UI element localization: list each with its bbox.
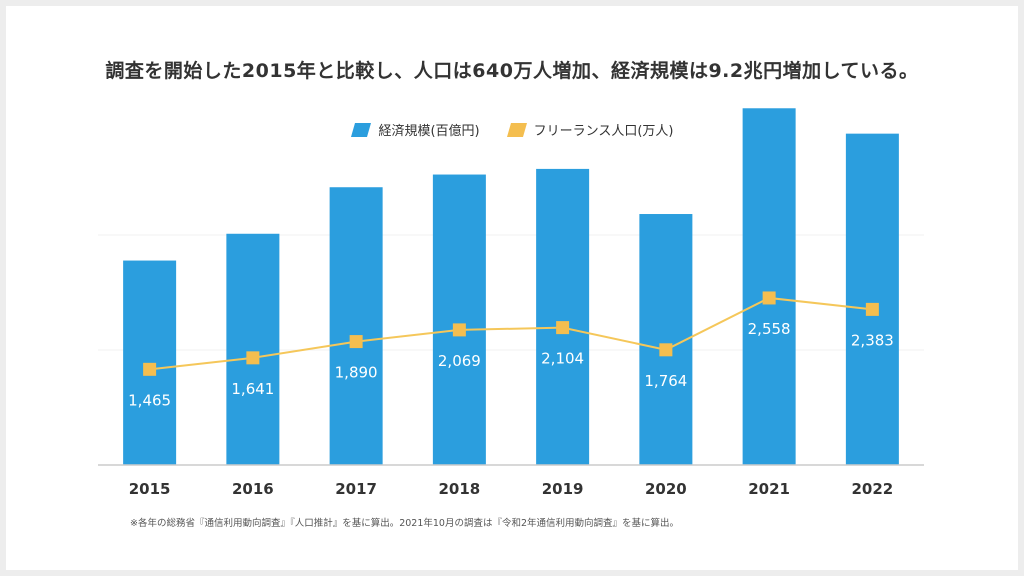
legend: 経済規模(百億円) フリーランス人口(万人) bbox=[0, 120, 1024, 139]
bar[interactable] bbox=[845, 133, 899, 465]
bar[interactable] bbox=[536, 168, 590, 465]
legend-item-bar[interactable]: 経済規模(百億円) bbox=[350, 120, 480, 139]
x-tick-label: 2020 bbox=[645, 480, 687, 498]
line-marker[interactable] bbox=[762, 291, 776, 305]
x-tick-label: 2022 bbox=[852, 480, 894, 498]
data-label: 2,104 bbox=[541, 350, 584, 368]
data-label: 1,465 bbox=[128, 391, 171, 409]
bar[interactable] bbox=[123, 260, 177, 465]
bar[interactable] bbox=[432, 174, 486, 466]
line-marker[interactable] bbox=[452, 323, 466, 337]
data-label: 2,069 bbox=[438, 352, 481, 370]
x-tick-label: 2019 bbox=[542, 480, 584, 498]
line-marker[interactable] bbox=[556, 321, 570, 335]
x-tick-label: 2021 bbox=[748, 480, 790, 498]
line-marker[interactable] bbox=[349, 335, 363, 349]
legend-swatch-line-icon bbox=[506, 122, 527, 137]
x-tick-label: 2015 bbox=[129, 480, 171, 498]
data-label: 2,558 bbox=[748, 320, 791, 338]
source-note: ※各年の総務省『通信利用動向調査』『人口推計』を基に算出。2021年10月の調査… bbox=[130, 518, 680, 529]
bar[interactable] bbox=[742, 108, 796, 466]
legend-swatch-bar-icon bbox=[351, 122, 372, 137]
x-tick-label: 2016 bbox=[232, 480, 274, 498]
line-marker[interactable] bbox=[659, 343, 673, 357]
legend-label-line: フリーランス人口(万人) bbox=[533, 124, 674, 139]
bar[interactable] bbox=[639, 214, 693, 465]
line-marker[interactable] bbox=[246, 351, 260, 365]
x-tick-label: 2018 bbox=[439, 480, 481, 498]
chart-title: 調査を開始した2015年と比較し、人口は640万人増加、経済規模は9.2兆円増加… bbox=[105, 60, 919, 82]
bar[interactable] bbox=[329, 187, 383, 466]
data-label: 1,641 bbox=[231, 380, 274, 398]
data-label: 1,764 bbox=[644, 372, 687, 390]
bar[interactable] bbox=[226, 233, 280, 465]
legend-item-line[interactable]: フリーランス人口(万人) bbox=[506, 120, 674, 139]
series-line bbox=[149, 296, 873, 371]
data-label: 1,890 bbox=[335, 364, 378, 382]
line-marker[interactable] bbox=[143, 362, 157, 376]
line-marker[interactable] bbox=[865, 302, 879, 316]
x-tick-label: 2017 bbox=[335, 480, 377, 498]
legend-label-bar: 経済規模(百億円) bbox=[378, 124, 480, 139]
data-label: 2,383 bbox=[851, 331, 894, 349]
